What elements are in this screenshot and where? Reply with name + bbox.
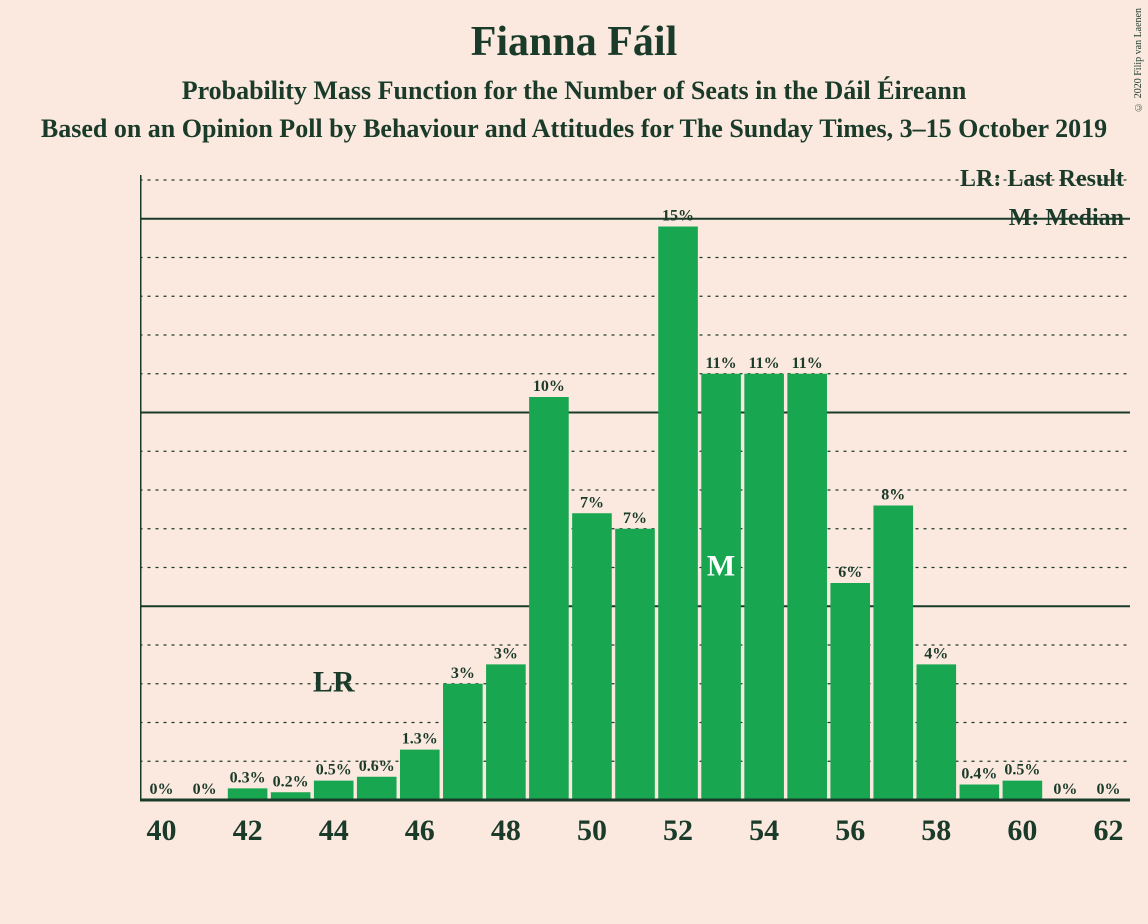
bar xyxy=(357,777,397,800)
bar xyxy=(960,785,1000,801)
x-tick-label: 40 xyxy=(147,814,177,847)
chart-title: Fianna Fáil xyxy=(0,18,1148,66)
bar xyxy=(1003,781,1043,800)
bar-label: 0.6% xyxy=(359,758,395,775)
bar-label: 0.4% xyxy=(961,766,997,783)
bar-label: 7% xyxy=(580,494,604,511)
bar xyxy=(873,506,913,801)
bar xyxy=(830,583,870,800)
bar-label: 0.3% xyxy=(230,769,266,786)
bar xyxy=(400,750,440,800)
x-tick-label: 62 xyxy=(1093,814,1123,847)
bar-label: 3% xyxy=(451,665,475,682)
bar-label: 15% xyxy=(662,208,694,225)
x-tick-label: 44 xyxy=(319,814,349,847)
bar xyxy=(443,684,483,800)
chart-subtitle-2: Based on an Opinion Poll by Behaviour an… xyxy=(0,114,1148,144)
title-block: Fianna Fáil Probability Mass Function fo… xyxy=(0,0,1148,144)
bar xyxy=(701,374,741,800)
bar xyxy=(658,227,698,801)
bar-label: 7% xyxy=(623,510,647,527)
x-tick-label: 56 xyxy=(835,814,865,847)
x-tick-label: 60 xyxy=(1007,814,1037,847)
x-tick-label: 52 xyxy=(663,814,693,847)
bar xyxy=(529,397,569,800)
bar-label: 11% xyxy=(706,355,737,372)
bar-label: 0.5% xyxy=(1004,762,1040,779)
bar-label: 11% xyxy=(749,355,780,372)
bar-label: 10% xyxy=(533,378,565,395)
x-tick-label: 48 xyxy=(491,814,521,847)
x-tick-label: 58 xyxy=(921,814,951,847)
annotation-m: M xyxy=(707,549,735,582)
bar-label: 0% xyxy=(1096,781,1120,798)
x-tick-label: 54 xyxy=(749,814,779,847)
copyright-text: © 2020 Filip van Laenen xyxy=(1133,8,1144,112)
bar xyxy=(917,664,957,800)
bar-label: 0.2% xyxy=(273,773,309,790)
annotation-lr: LR xyxy=(313,666,355,699)
x-tick-label: 46 xyxy=(405,814,435,847)
bar-label: 4% xyxy=(924,645,948,662)
bar xyxy=(787,374,827,800)
x-tick-label: 50 xyxy=(577,814,607,847)
bar-chart: 0% 0% 0.3% 0.2% 0.5% 0.6% 1.3% 3% 3% 10% 7% 7% 15% 11… xyxy=(140,170,1130,850)
chart-area: LR: Last Result M: Median 0%0%0.3%0.2%0.… xyxy=(140,170,1130,850)
bar-label: 11% xyxy=(792,355,823,372)
bar xyxy=(486,664,526,800)
bar-label: 8% xyxy=(881,487,905,504)
bar xyxy=(314,781,354,800)
bar xyxy=(228,788,268,800)
bar-label: 0% xyxy=(1053,781,1077,798)
bar-label: 1.3% xyxy=(402,731,438,748)
x-tick-label: 42 xyxy=(233,814,263,847)
bar-label: 0% xyxy=(193,781,217,798)
bar-label: 0% xyxy=(150,781,174,798)
bar xyxy=(572,513,612,800)
bar-label: 0.5% xyxy=(316,762,352,779)
chart-subtitle-1: Probability Mass Function for the Number… xyxy=(0,76,1148,106)
bar-label: 3% xyxy=(494,645,518,662)
bar xyxy=(615,529,655,800)
bar-label: 6% xyxy=(838,564,862,581)
bar xyxy=(744,374,784,800)
